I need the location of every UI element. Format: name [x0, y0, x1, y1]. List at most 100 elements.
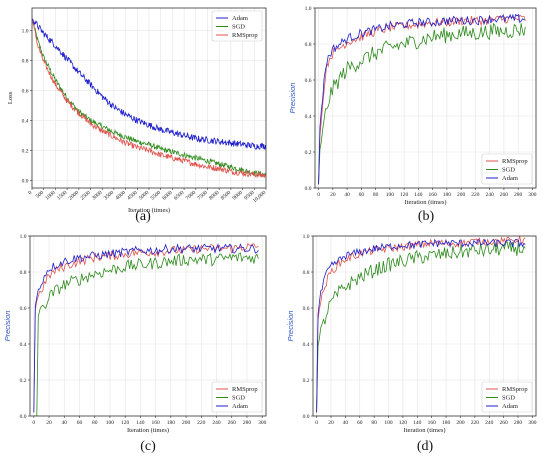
x-tick-label: 1500 [56, 190, 68, 202]
x-tick-label: 8500 [220, 190, 232, 202]
x-tick-label: 260 [228, 420, 237, 426]
x-tick-label: 120 [400, 192, 409, 198]
x-tick-label: 200 [456, 420, 465, 426]
y-tick-label: 0.6 [305, 78, 312, 84]
x-axis-label: Iteration (times) [127, 427, 169, 434]
x-tick-label: 9500 [243, 190, 255, 202]
x-tick-label: 220 [471, 192, 480, 198]
plot-frame [312, 235, 537, 417]
x-tick-label: 140 [136, 420, 145, 426]
x-tick-label: 200 [457, 192, 466, 198]
x-tick-label: 200 [182, 420, 191, 426]
x-tick-label: 10,000 [252, 190, 268, 204]
x-tick-label: 0 [32, 420, 35, 426]
y-tick-label: 1.0 [22, 29, 29, 35]
x-tick-label: 100 [106, 420, 115, 426]
x-tick-label: 20 [330, 192, 336, 198]
x-tick-label: 4000 [115, 190, 127, 202]
x-tick-label: 4500 [126, 190, 138, 202]
x-tick-label: 500 [35, 190, 45, 200]
x-tick-label: 6000 [161, 190, 173, 202]
x-tick-label: 160 [429, 192, 438, 198]
series-line-adam [318, 13, 526, 185]
y-tick-label: 0.8 [303, 270, 310, 276]
y-tick-label: 0.2 [303, 378, 310, 384]
x-tick-label: 60 [357, 420, 363, 426]
x-tick-label: 60 [77, 420, 83, 426]
x-tick-label: 2500 [80, 190, 92, 202]
x-tick-label: 40 [62, 420, 68, 426]
legend-label-rmsprop: RMSprop [232, 386, 258, 393]
legend-label-adam: Adam [232, 15, 248, 22]
x-tick-label: 180 [167, 420, 176, 426]
y-tick-label: 0.4 [20, 342, 27, 348]
y-axis-label: Loss [7, 91, 14, 104]
x-tick-label: 100 [384, 420, 393, 426]
x-tick-label: 280 [243, 420, 252, 426]
x-axis-label: Iteration (times) [404, 199, 446, 206]
y-tick-label: 0.4 [305, 114, 312, 120]
y-tick-label: 0.2 [305, 150, 312, 156]
series-line-adam [33, 243, 259, 413]
panel-caption: (a) [135, 209, 151, 224]
panel-caption: (b) [418, 209, 435, 224]
plot-frame [29, 235, 267, 417]
x-tick-label: 8000 [208, 190, 220, 202]
y-axis-label: Precision [3, 311, 12, 342]
legend-label-rmsprop: RMSprop [232, 32, 258, 39]
panel-caption: (d) [417, 439, 434, 454]
legend-label-sgd: SGD [232, 395, 245, 402]
x-tick-label: 300 [528, 192, 537, 198]
x-tick-label: 240 [485, 420, 494, 426]
x-tick-label: 180 [443, 192, 452, 198]
legend-label-adam: Adam [502, 175, 518, 182]
y-tick-label: 0.0 [303, 414, 310, 420]
x-tick-label: 160 [428, 420, 437, 426]
y-tick-label: 0.6 [22, 89, 29, 95]
x-tick-label: 100 [386, 192, 395, 198]
series-line-sgd [33, 252, 259, 416]
y-tick-label: 0.8 [20, 270, 27, 276]
y-tick-label: 1.0 [20, 234, 27, 240]
series-line-adam [316, 238, 526, 413]
x-tick-label: 20 [328, 420, 334, 426]
y-tick-label: 0.4 [303, 342, 310, 348]
x-tick-label: 60 [359, 192, 365, 198]
x-tick-label: 220 [471, 420, 480, 426]
x-tick-label: 240 [486, 192, 495, 198]
x-tick-label: 280 [514, 192, 523, 198]
x-tick-label: 1000 [44, 190, 56, 202]
x-tick-label: 280 [514, 420, 523, 426]
legend-label-rmsprop: RMSprop [502, 386, 528, 393]
x-tick-label: 6500 [173, 190, 185, 202]
x-tick-label: 260 [500, 192, 509, 198]
y-axis-label: Precision [288, 83, 297, 114]
legend-label-sgd: SGD [502, 167, 515, 174]
y-axis-label: Precision [286, 311, 295, 342]
legend-label-sgd: SGD [232, 24, 245, 31]
x-tick-label: 140 [414, 192, 423, 198]
x-tick-label: 80 [371, 420, 377, 426]
x-tick-label: 40 [343, 420, 349, 426]
x-tick-label: 20 [46, 420, 52, 426]
x-tick-label: 3500 [103, 190, 115, 202]
x-tick-label: 9000 [232, 190, 244, 202]
x-tick-label: 2000 [68, 190, 80, 202]
x-tick-label: 80 [373, 192, 379, 198]
x-tick-label: 3000 [91, 190, 103, 202]
x-tick-label: 0 [315, 420, 318, 426]
y-tick-label: 0.4 [22, 119, 29, 125]
x-tick-label: 300 [258, 420, 267, 426]
x-tick-label: 260 [500, 420, 509, 426]
x-tick-label: 240 [212, 420, 221, 426]
y-tick-label: 0.8 [22, 59, 29, 65]
legend-label-sgd: SGD [502, 395, 515, 402]
x-tick-label: 0 [27, 190, 33, 197]
x-tick-label: 40 [344, 192, 350, 198]
x-tick-label: 5500 [150, 190, 162, 202]
legend-label-adam: Adam [232, 403, 248, 410]
x-axis-label: Iteration (times) [403, 427, 445, 434]
series-line-sgd [318, 22, 526, 185]
